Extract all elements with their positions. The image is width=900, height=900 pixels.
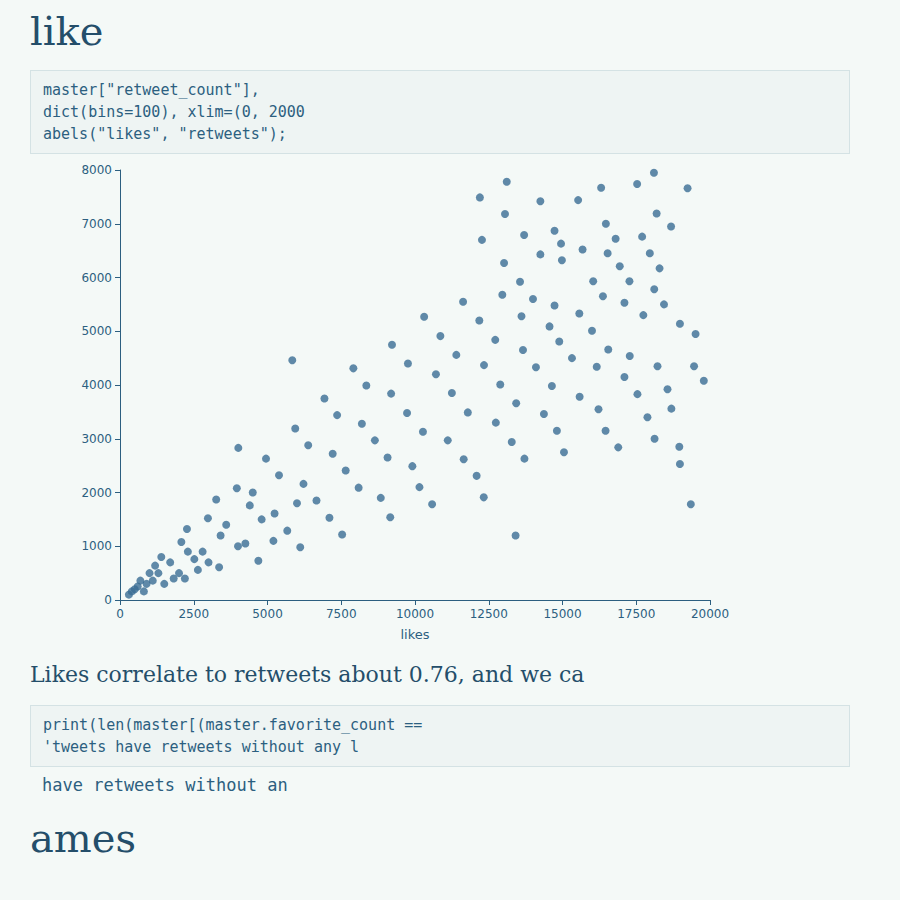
svg-text:7000: 7000 [81, 217, 112, 231]
html-text:'tweets have retweets without: 'tweets have retweets without any l [43, 738, 360, 756]
html-text:have retweets without an: have retweets without an [42, 775, 288, 795]
svg-text:2000: 2000 [81, 486, 112, 500]
svg-text:17500: 17500 [617, 607, 655, 621]
svg-text:0: 0 [104, 593, 112, 607]
svg-text:2500: 2500 [178, 607, 209, 621]
svg-text:1000: 1000 [81, 539, 112, 553]
html-text:Likes correlate to retweets ab: Likes correlate to retweets about 0.76, … [30, 662, 585, 687]
svg-text:20000: 20000 [691, 607, 729, 621]
svg-text:likes: likes [400, 627, 429, 642]
svg-text:12500: 12500 [470, 607, 508, 621]
html-text:dict(bins=100), xlim=(0, 2000: dict(bins=100), xlim=(0, 2000 [43, 103, 305, 121]
svg-text:8000: 8000 [81, 163, 112, 177]
svg-text:4000: 4000 [81, 378, 112, 392]
html-text:ames: ames [30, 815, 136, 861]
html-text:print(len(master[(master.favor: print(len(master[(master.favorite_count … [43, 716, 432, 734]
svg-text:6000: 6000 [81, 271, 112, 285]
html-text:like: like [30, 8, 104, 54]
svg-text:5000: 5000 [81, 324, 112, 338]
svg-text:10000: 10000 [396, 607, 434, 621]
svg-text:7500: 7500 [326, 607, 357, 621]
svg-text:15000: 15000 [543, 607, 581, 621]
svg-text:5000: 5000 [252, 607, 283, 621]
html-text:abels("likes", "retweets");: abels("likes", "retweets"); [43, 125, 287, 143]
svg-text:0: 0 [116, 607, 124, 621]
html-text:master["retweet_count"],: master["retweet_count"], [43, 81, 260, 99]
svg-text:3000: 3000 [81, 432, 112, 446]
